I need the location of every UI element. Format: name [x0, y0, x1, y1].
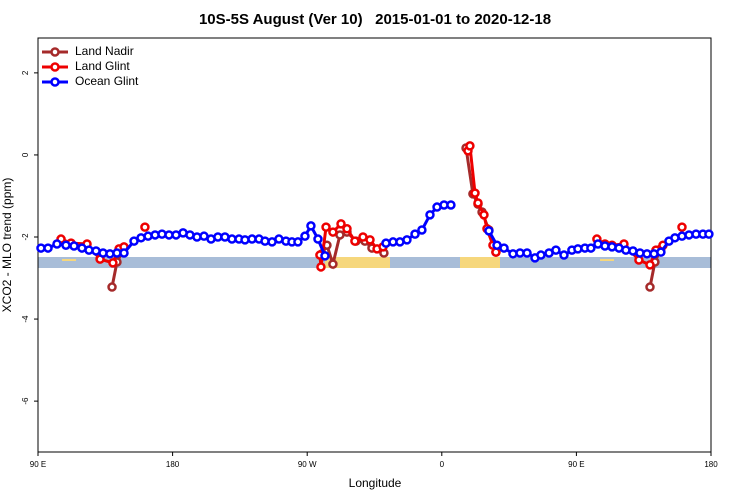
point: [140, 222, 150, 232]
legend-marker: [50, 77, 60, 87]
point: [645, 282, 655, 292]
point: [425, 210, 435, 220]
point: [300, 231, 310, 241]
point: [43, 243, 53, 253]
point: [484, 226, 494, 236]
point: [328, 227, 338, 237]
chart-title: 10S-5S August (Ver 10) 2015-01-01 to 202…: [199, 11, 551, 28]
y-tick-label: 2: [21, 70, 30, 75]
legend-marker: [50, 62, 60, 72]
y-tick-label: -4: [21, 315, 30, 323]
point: [656, 247, 666, 257]
x-tick-label: 180: [704, 460, 718, 469]
x-axis-label: Longitude: [349, 476, 402, 490]
point: [365, 235, 375, 245]
point: [69, 241, 79, 251]
y-tick-label: -6: [21, 397, 30, 405]
point: [306, 221, 316, 231]
point: [704, 229, 714, 239]
x-tick-label: 90 E: [568, 460, 584, 469]
point: [52, 239, 62, 249]
point: [473, 198, 483, 208]
x-tick-label: 90 E: [30, 460, 46, 469]
point: [410, 229, 420, 239]
point: [336, 219, 346, 229]
point: [293, 237, 303, 247]
land-band: [62, 259, 76, 261]
y-tick-label: 0: [21, 152, 30, 157]
land-band: [600, 259, 614, 261]
point: [479, 210, 489, 220]
y-tick-label: -2: [21, 233, 30, 241]
point: [108, 258, 118, 268]
point: [320, 251, 330, 261]
x-tick-label: 0: [440, 460, 445, 469]
land-band: [460, 257, 500, 268]
x-tick-label: 90 W: [298, 460, 317, 469]
legend-marker: [50, 47, 60, 57]
point: [645, 260, 655, 270]
y-axis-label: XCO2 - MLO trend (ppm): [0, 178, 14, 313]
point: [417, 225, 427, 235]
point: [677, 222, 687, 232]
map-strip: [38, 257, 711, 268]
point: [129, 236, 139, 246]
point: [446, 200, 456, 210]
x-tick-label: 180: [166, 460, 180, 469]
point: [61, 240, 71, 250]
legend-label: Ocean Glint: [75, 74, 139, 88]
point: [350, 236, 360, 246]
land-band: [325, 257, 390, 268]
legend-label: Land Nadir: [75, 44, 134, 58]
point: [313, 234, 323, 244]
point: [107, 282, 117, 292]
point: [402, 235, 412, 245]
point: [342, 224, 352, 234]
point: [551, 245, 561, 255]
point: [559, 250, 569, 260]
point: [499, 243, 509, 253]
point: [328, 259, 338, 269]
point: [316, 262, 326, 272]
point: [586, 243, 596, 253]
point: [321, 222, 331, 232]
point: [119, 248, 129, 258]
point: [465, 141, 475, 151]
point: [470, 188, 480, 198]
point: [536, 250, 546, 260]
point: [522, 248, 532, 258]
legend-label: Land Glint: [75, 59, 130, 73]
